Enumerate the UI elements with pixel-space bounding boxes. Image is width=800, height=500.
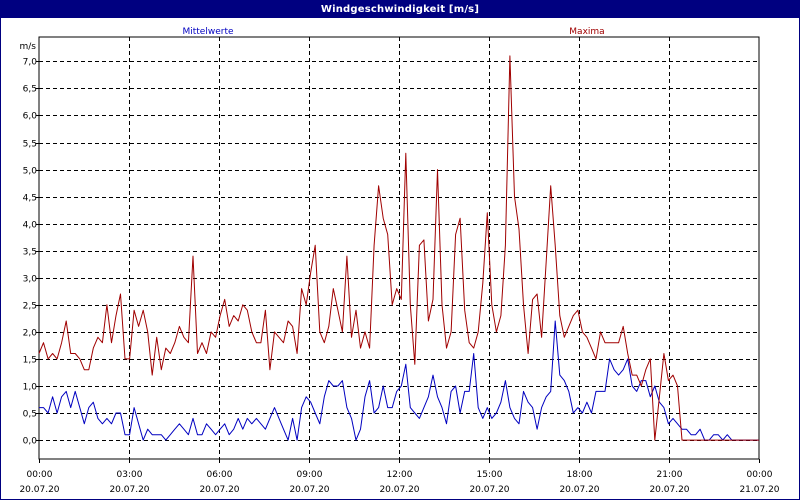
x-tick-time-label: 03:00 bbox=[117, 470, 143, 480]
y-axis-unit: m/s bbox=[20, 42, 37, 52]
y-tick-label: 7,0 bbox=[23, 58, 38, 68]
legend-series-1: Mittelwerte bbox=[182, 27, 233, 37]
y-tick-label: 0,0 bbox=[23, 437, 38, 447]
y-tick-label: 0,5 bbox=[23, 410, 37, 420]
x-tick-time-label: 15:00 bbox=[477, 470, 503, 480]
y-tick-label: 2,5 bbox=[23, 302, 37, 312]
x-tick-date-label: 20.07.20 bbox=[559, 485, 599, 495]
x-tick-date-label: 20.07.20 bbox=[19, 485, 59, 495]
y-tick-label: 4,0 bbox=[23, 221, 38, 231]
series bbox=[38, 55, 759, 441]
x-tick-date-label: 21.07.20 bbox=[739, 485, 779, 495]
y-tick-label: 3,0 bbox=[23, 275, 38, 285]
x-tick-date-label: 20.07.20 bbox=[199, 485, 239, 495]
grid bbox=[39, 37, 759, 459]
y-tick-label: 5,5 bbox=[23, 140, 37, 150]
x-tick-time-label: 00:00 bbox=[747, 470, 773, 480]
x-tick-time-label: 06:00 bbox=[207, 470, 233, 480]
x-tick-time-label: 12:00 bbox=[387, 470, 413, 480]
y-tick-label: 6,5 bbox=[23, 85, 37, 95]
x-tick-time-label: 09:00 bbox=[297, 470, 323, 480]
series-line-mittelwerte bbox=[39, 320, 759, 441]
x-tick-date-label: 20.07.20 bbox=[469, 485, 509, 495]
y-tick-label: 1,5 bbox=[23, 356, 37, 366]
series-line-maxima bbox=[38, 55, 759, 441]
x-tick-time-label: 18:00 bbox=[567, 470, 593, 480]
y-tick-label: 4,5 bbox=[23, 194, 37, 204]
x-tick-date-label: 20.07.20 bbox=[109, 485, 149, 495]
x-tick-date-label: 20.07.20 bbox=[289, 485, 329, 495]
window-title: Windgeschwindigkeit [m/s] bbox=[1, 1, 799, 18]
x-tick-date-label: 20.07.20 bbox=[379, 485, 419, 495]
x-tick-time-label: 00:00 bbox=[27, 470, 53, 480]
y-tick-label: 6,0 bbox=[23, 112, 38, 122]
x-tick-date-label: 20.07.20 bbox=[649, 485, 689, 495]
x-tick-time-label: 21:00 bbox=[657, 470, 683, 480]
legend-series-2: Maxima bbox=[569, 27, 604, 37]
y-tick-label: 5,0 bbox=[23, 167, 38, 177]
y-tick-label: 2,0 bbox=[23, 329, 38, 339]
y-tick-label: 1,0 bbox=[23, 383, 38, 393]
axes: 0,0 0,5 1,0 1,5 2,0 2,5 3,0 3,5 4,0 4,5 5,0 5,5 6,0 6… bbox=[19, 36, 780, 495]
y-tick-label: 3,5 bbox=[23, 248, 37, 258]
